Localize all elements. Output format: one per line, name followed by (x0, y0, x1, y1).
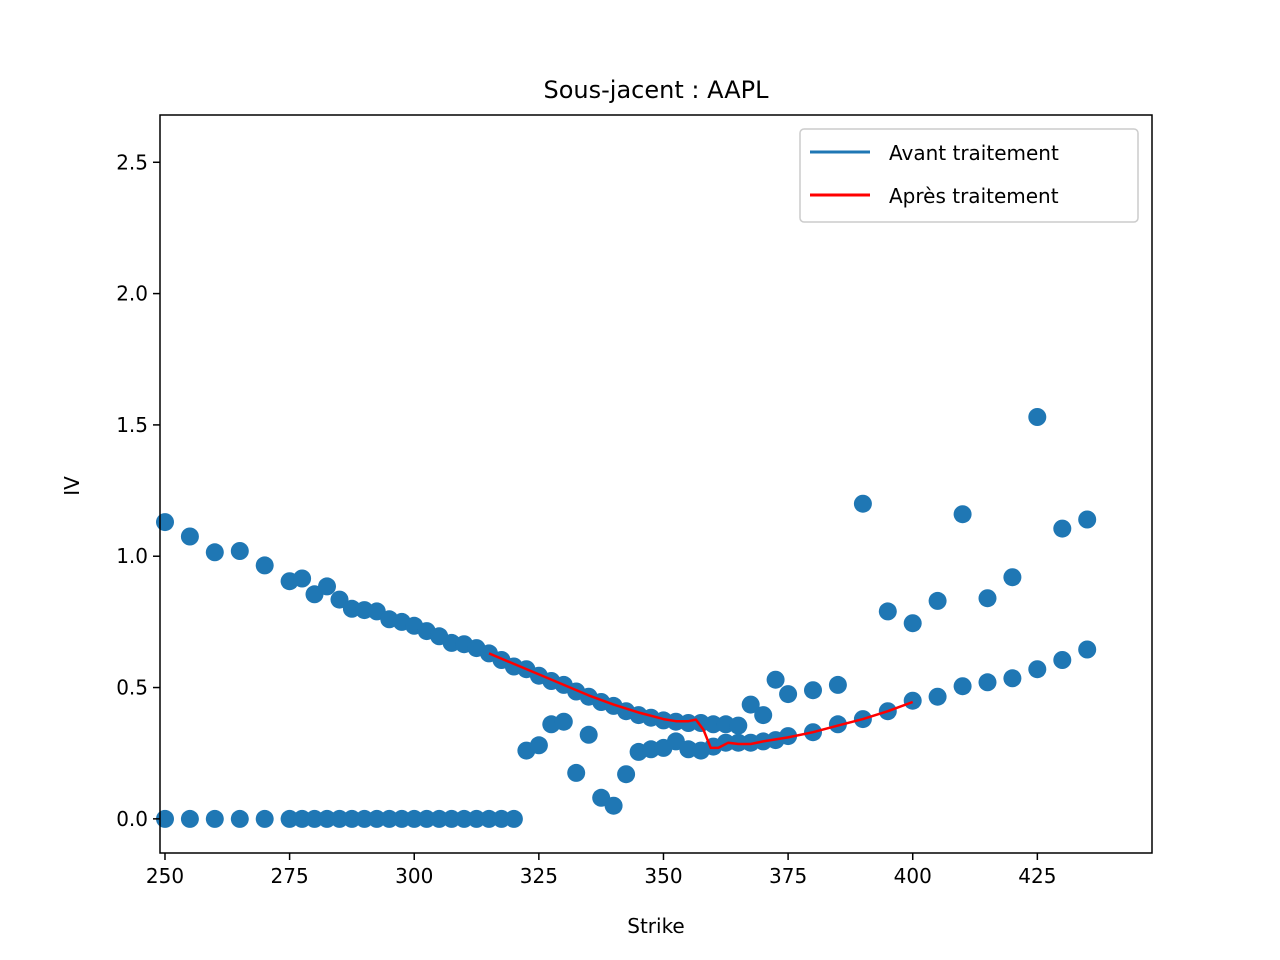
scatter-point (330, 809, 349, 828)
scatter-point (367, 809, 386, 828)
scatter-point (318, 577, 336, 596)
x-tick-label: 350 (644, 864, 682, 888)
scatter-point (567, 763, 586, 782)
x-axis-label: Strike (627, 914, 685, 938)
scatter-point (230, 542, 249, 560)
scatter-point (878, 602, 897, 621)
series-line-apres-traitement (488, 652, 914, 750)
scatter-point (305, 809, 324, 828)
scatter-point (741, 695, 760, 714)
scatter-point (342, 809, 361, 828)
scatter-point (828, 675, 847, 694)
legend: Avant traitement Après traitement (799, 128, 1139, 223)
scatter-point (293, 569, 312, 588)
y-tick-label: 0.0 (116, 807, 148, 831)
scatter-point (779, 685, 798, 704)
scatter-point (953, 505, 972, 524)
scatter-point (480, 809, 498, 828)
scatter-point (1028, 660, 1047, 679)
scatter-point (355, 809, 374, 828)
scatter-point (853, 494, 872, 513)
x-tick-label: 400 (894, 864, 932, 888)
x-tick-label: 325 (520, 864, 558, 888)
x-tick-label: 250 (146, 864, 184, 888)
chart-title: Sous-jacent : AAPL (544, 76, 770, 104)
scatter-point (156, 513, 174, 532)
y-axis: 0.0 0.5 1.0 1.5 2.0 2.5 (116, 150, 160, 831)
scatter-point (180, 809, 199, 828)
scatter-point (729, 733, 748, 752)
scatter-point (467, 809, 486, 828)
scatter-point (504, 809, 523, 828)
scatter-point (205, 543, 224, 562)
scatter-point (1003, 568, 1022, 587)
y-tick-label: 2.0 (116, 282, 148, 306)
scatter-point (1078, 640, 1097, 659)
scatter-point (1003, 669, 1022, 688)
plot-frame (159, 114, 1153, 854)
scatter-point (928, 591, 947, 610)
scatter-point (180, 527, 199, 546)
y-tick-label: 2.5 (116, 150, 148, 174)
scatter-point (704, 715, 723, 734)
scatter-point (293, 809, 312, 828)
scatter-point (604, 796, 623, 815)
scatter-point (1028, 408, 1047, 426)
scatter-point (417, 809, 436, 828)
scatter-point (928, 687, 947, 706)
x-tick-label: 375 (769, 864, 807, 888)
scatter-point (392, 809, 411, 828)
x-axis: 250 275 300 325 350 375 400 425 (146, 853, 1056, 888)
scatter-point (779, 727, 798, 746)
y-tick-label: 0.5 (116, 676, 148, 700)
scatter-point (492, 809, 511, 828)
scatter-point (205, 809, 224, 828)
scatter-point (729, 716, 748, 735)
scatter-point (554, 712, 573, 731)
y-tick-label: 1.5 (116, 413, 148, 437)
scatter-point (1053, 519, 1072, 538)
y-axis-label: IV (60, 476, 84, 496)
scatter-point (442, 809, 461, 828)
scatter-point (978, 673, 997, 692)
scatter-point (804, 681, 822, 700)
scatter-point (903, 691, 922, 710)
scatter-point (754, 706, 773, 725)
y-tick-label: 1.0 (116, 544, 148, 568)
scatter-point (255, 809, 274, 828)
scatter-point (318, 809, 336, 828)
x-tick-label: 300 (395, 864, 433, 888)
scatter-point (1078, 510, 1097, 529)
scatter-point (230, 809, 249, 828)
scatter-point (380, 809, 399, 828)
scatter-point (280, 809, 299, 828)
scatter-point (766, 670, 785, 689)
scatter-point (903, 614, 922, 633)
x-tick-label: 425 (1018, 864, 1056, 888)
scatter-point (953, 677, 972, 696)
scatter-point (455, 809, 474, 828)
scatter-point (529, 736, 548, 755)
scatter-point (405, 809, 424, 828)
scatter-point (828, 715, 847, 734)
plot-area (160, 115, 1152, 853)
legend-label-avant: Avant traitement (889, 141, 1059, 165)
scatter-point (579, 725, 598, 744)
scatter-point (679, 714, 698, 732)
scatter-point (978, 589, 997, 608)
scatter-point (430, 809, 449, 828)
scatter-point (1053, 651, 1072, 669)
legend-box (799, 128, 1139, 223)
legend-label-apres: Après traitement (889, 184, 1059, 208)
scatter-point (617, 765, 636, 784)
data-layer (156, 408, 1097, 828)
scatter-point (255, 556, 274, 575)
scatter-point (330, 590, 349, 609)
x-tick-label: 275 (271, 864, 309, 888)
